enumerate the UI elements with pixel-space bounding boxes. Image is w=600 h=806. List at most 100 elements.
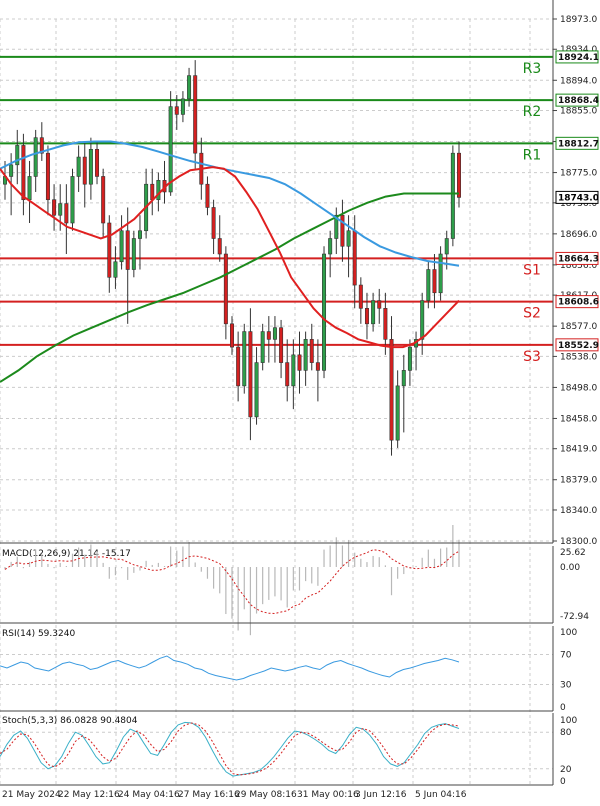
candle-body — [119, 230, 124, 263]
price-axis-label: 18379.0 — [560, 476, 597, 486]
price-axis-label: 18696.0 — [560, 230, 597, 240]
candle-body — [266, 331, 271, 340]
level-tag-box — [555, 136, 599, 150]
level-tag-box — [555, 50, 599, 64]
candle-body — [426, 269, 431, 301]
candle-body — [27, 176, 32, 201]
candle-body — [450, 152, 455, 239]
candle-body — [211, 207, 216, 239]
candle-body — [58, 203, 63, 216]
candle-body — [156, 180, 161, 201]
time-axis-label: 31 May 00:16 — [297, 790, 359, 800]
stoch-d-line — [0, 722, 460, 776]
candle-body — [217, 238, 222, 255]
price-axis-label: 18538.0 — [560, 352, 597, 362]
candle-body — [9, 164, 14, 177]
price-axis-label: 18498.0 — [560, 383, 597, 393]
stoch-axis-label: 80 — [560, 728, 572, 738]
rsi-panel: RSI(14) 59.3240 100 70 30 0 — [0, 628, 577, 713]
candle-body — [242, 331, 247, 387]
sma-fast-line — [0, 166, 460, 349]
level-tag-s3: 18552.9 — [558, 341, 599, 351]
candle-body — [315, 362, 320, 371]
price-axis-label: 18577.0 — [560, 322, 597, 332]
candle-body — [15, 145, 20, 166]
rsi-axis-label: 30 — [560, 681, 572, 691]
candle-body — [340, 214, 345, 247]
candle-body — [254, 362, 259, 418]
candle-body — [39, 137, 44, 154]
candle-body — [180, 98, 185, 115]
current-price-box — [555, 190, 599, 204]
candle-body — [82, 156, 87, 185]
rsi-title: RSI(14) 59.3240 — [2, 629, 75, 639]
price-axis-label: 18894.0 — [560, 76, 597, 86]
price-axis-label: 18340.0 — [560, 506, 597, 516]
macd-axis-label: 25.62 — [560, 548, 586, 558]
price-axis-label: 18656.0 — [560, 261, 597, 271]
stoch-axis-label: 20 — [560, 765, 572, 775]
rsi-line — [0, 655, 460, 681]
level-tag-s1: 18664.3 — [558, 254, 599, 264]
moving-averages — [0, 140, 460, 383]
price-axis-label: 18300.0 — [560, 537, 597, 547]
candle-body — [174, 106, 179, 115]
price-axis-label: 18419.0 — [560, 445, 597, 455]
time-axis-label: 22 May 12:16 — [58, 790, 120, 800]
stoch-k-line — [0, 721, 460, 777]
level-name-r1: R1 — [523, 147, 542, 163]
candle-body — [168, 106, 173, 193]
candlesticks — [3, 60, 461, 456]
candle-body — [432, 269, 437, 294]
level-name-s1: S1 — [523, 262, 541, 278]
candle-body — [309, 339, 314, 363]
candle-body — [33, 137, 38, 177]
rsi-axis-label: 70 — [560, 651, 572, 661]
candle-body — [272, 327, 277, 340]
time-axis-label: 24 May 04:16 — [118, 790, 180, 800]
candle-body — [260, 331, 265, 363]
level-name-s2: S2 — [523, 306, 541, 322]
level-tag-box — [555, 93, 599, 107]
level-tag-box — [555, 295, 599, 309]
price-axis-label: 18775.0 — [560, 169, 597, 179]
candle-body — [285, 362, 290, 387]
candle-body — [45, 152, 50, 201]
time-axis-label: 5 Jun 04:16 — [415, 790, 467, 800]
macd-title: MACD(12,26,9) 21.14 -15.17 — [2, 549, 131, 559]
candle-body — [230, 323, 234, 348]
candle-body — [395, 385, 400, 441]
candle-body — [205, 183, 210, 208]
candle-body — [150, 183, 155, 201]
candle-body — [223, 253, 228, 325]
level-tag-box — [555, 338, 599, 352]
candle-body — [334, 214, 339, 239]
time-axis-label: 21 May 2024 — [2, 790, 61, 800]
candle-body — [236, 346, 241, 387]
price-panel: R3 R2 R1 S1 S2 S3 — [0, 55, 553, 456]
candle-body — [457, 152, 461, 198]
candle-body — [438, 253, 443, 294]
current-price-label: 18743.0 — [558, 193, 599, 203]
candle-body — [101, 176, 106, 224]
macd-signal-line — [4, 549, 460, 615]
candle-body — [279, 327, 284, 363]
candle-body — [444, 238, 449, 255]
macd-axis-label: -72.94 — [560, 612, 589, 622]
candle-body — [291, 354, 296, 387]
rsi-axis-label: 0 — [560, 703, 566, 713]
level-name-r3: R3 — [523, 61, 542, 77]
panel-borders — [0, 0, 554, 786]
candle-body — [125, 230, 130, 270]
candle-body — [346, 230, 351, 247]
candle-body — [88, 149, 93, 185]
candle-body — [371, 300, 376, 325]
candle-body — [420, 300, 425, 340]
price-axis-label: 18934.0 — [560, 45, 597, 55]
candle-body — [352, 230, 357, 286]
candle-body — [131, 238, 136, 270]
candle-body — [401, 370, 406, 387]
level-price-tags: 18924.1 18868.4 18812.7 18664.3 18608.6 18552… — [555, 50, 599, 352]
